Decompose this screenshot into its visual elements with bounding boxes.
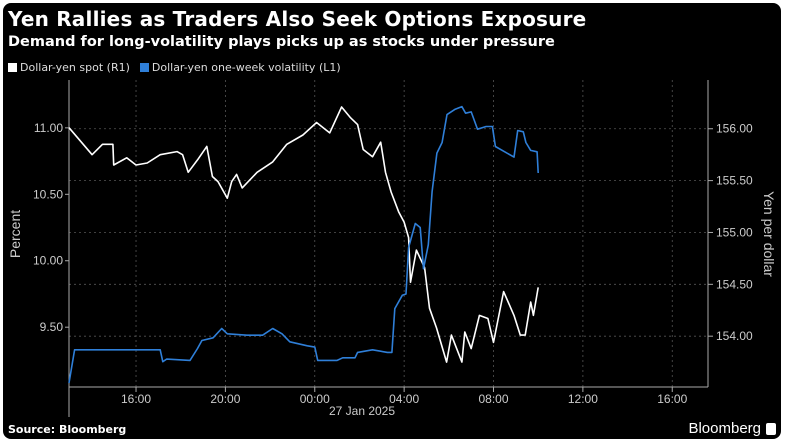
x-tick-label: 16:00 bbox=[121, 392, 151, 406]
x-tick-label: 00:00 bbox=[300, 392, 330, 406]
y-right-tick-label: 154.50 bbox=[716, 277, 753, 291]
legend-swatch-volatility bbox=[139, 63, 149, 72]
y-right-label: Yen per dollar bbox=[761, 191, 777, 277]
legend-label-spot: Dollar-yen spot (R1) bbox=[20, 61, 130, 74]
y-left-tick-label: 9.50 bbox=[40, 320, 64, 334]
x-tick-label: 12:00 bbox=[568, 392, 598, 406]
y-right-tick-label: 154.00 bbox=[716, 329, 753, 343]
x-tick-label: 20:00 bbox=[210, 392, 240, 406]
y-right-tick-label: 155.50 bbox=[716, 174, 753, 188]
chart-title: Yen Rallies as Traders Also Seek Options… bbox=[8, 7, 587, 31]
x-tick-label: 04:00 bbox=[389, 392, 419, 406]
spot-series-line bbox=[68, 106, 539, 363]
legend-swatch-spot bbox=[8, 63, 17, 72]
legend-item-volatility: Dollar-yen one-week volatility (L1) bbox=[139, 61, 341, 74]
legend-label-volatility: Dollar-yen one-week volatility (L1) bbox=[151, 61, 341, 74]
y-left-tick-label: 10.00 bbox=[33, 254, 63, 268]
y-left-tick-label: 10.50 bbox=[33, 187, 63, 201]
source-note: Source: Bloomberg bbox=[8, 423, 127, 436]
y-left-label: Percent bbox=[7, 210, 23, 258]
y-right-tick-label: 156.00 bbox=[716, 122, 753, 136]
chart-subtitle: Demand for long-volatility plays picks u… bbox=[8, 34, 555, 50]
x-tick-label: 08:00 bbox=[478, 392, 508, 406]
x-tick-label: 16:00 bbox=[657, 392, 687, 406]
bloomberg-icon bbox=[766, 423, 776, 435]
brand-logo: Bloomberg bbox=[688, 420, 761, 437]
y-right-tick-label: 155.00 bbox=[716, 225, 753, 239]
y-left-tick-label: 11.00 bbox=[34, 121, 63, 135]
volatility-series-line bbox=[68, 105, 539, 384]
chart-card: Yen Rallies as Traders Also Seek Options… bbox=[3, 3, 781, 439]
legend-item-spot: Dollar-yen spot (R1) bbox=[8, 61, 130, 74]
x-date-label: 27 Jan 2025 bbox=[329, 404, 395, 418]
legend: Dollar-yen spot (R1) Dollar-yen one-week… bbox=[8, 61, 341, 74]
